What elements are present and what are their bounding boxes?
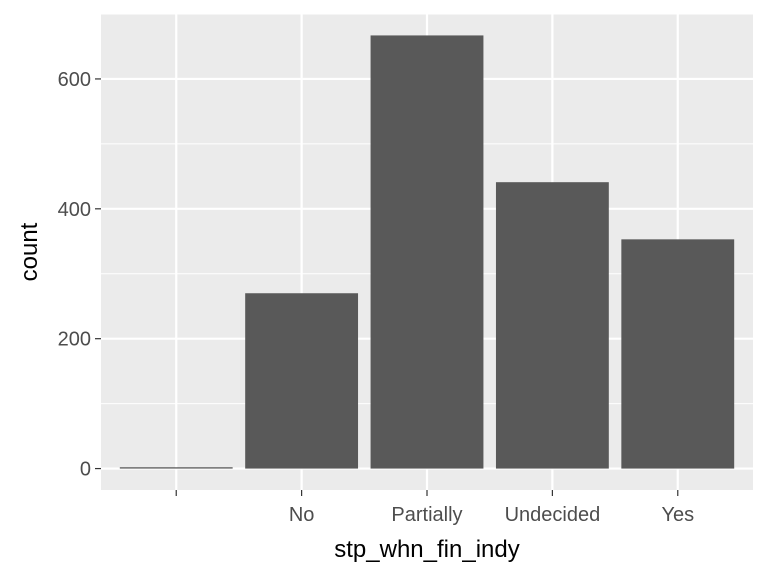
bar bbox=[245, 293, 359, 469]
bar bbox=[370, 35, 484, 469]
x-axis: No Partially Undecided Yes bbox=[175, 490, 694, 526]
bar bbox=[621, 239, 735, 469]
y-tick-label: 0 bbox=[80, 459, 91, 481]
x-tick-label: Partially bbox=[391, 504, 462, 526]
x-tick-label: Undecided bbox=[505, 504, 601, 526]
y-tick-label: 400 bbox=[58, 199, 91, 221]
y-axis: 0 200 400 600 bbox=[58, 69, 101, 481]
bar bbox=[119, 467, 233, 469]
x-tick-label: No bbox=[289, 504, 315, 526]
bars bbox=[119, 35, 735, 469]
x-axis-title: stp_whn_fin_indy bbox=[334, 536, 519, 563]
bar bbox=[495, 182, 609, 469]
y-tick-label: 200 bbox=[58, 329, 91, 351]
y-axis-title: count bbox=[16, 222, 43, 281]
y-tick-label: 600 bbox=[58, 69, 91, 91]
x-tick-label: Yes bbox=[661, 504, 694, 526]
